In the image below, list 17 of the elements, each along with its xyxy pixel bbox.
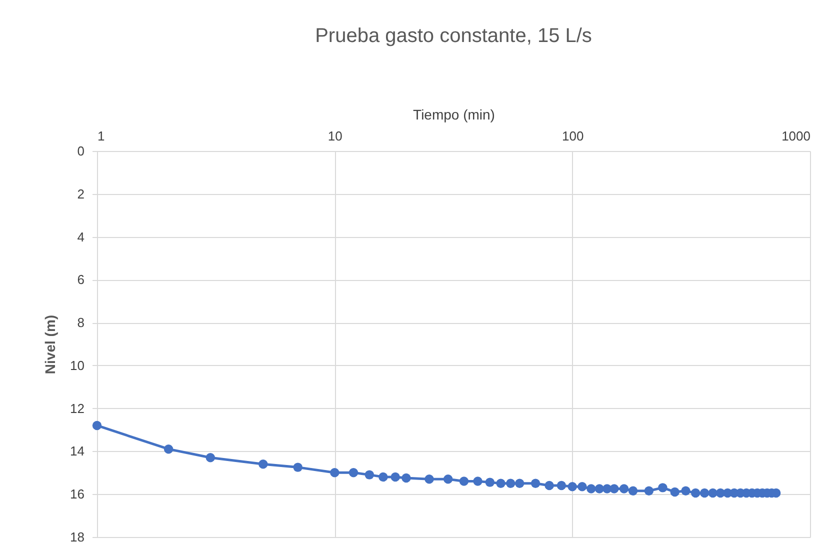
chart-title: Prueba gasto constante, 15 L/s bbox=[315, 25, 592, 47]
y-tick-label: 14 bbox=[70, 444, 84, 459]
x-tick-label: 100 bbox=[562, 128, 584, 144]
y-tick-label: 12 bbox=[70, 400, 84, 416]
y-tick-label: 8 bbox=[77, 315, 84, 330]
y-tick-label: 4 bbox=[77, 229, 84, 244]
y-tick-label: 18 bbox=[70, 530, 84, 544]
y-tick-label: 0 bbox=[77, 144, 84, 158]
y-tick-label: 16 bbox=[70, 486, 84, 502]
y-tick-label: 2 bbox=[77, 186, 84, 202]
y-tick-label: 10 bbox=[70, 358, 84, 373]
x-tick-label: 1 bbox=[98, 128, 105, 144]
x-axis-title: Tiempo (min) bbox=[413, 106, 495, 122]
x-tick-label: 10 bbox=[328, 128, 342, 144]
x-tick-label: 1000 bbox=[782, 128, 810, 144]
y-axis-title: Nivel (m) bbox=[42, 314, 58, 374]
y-tick-label: 6 bbox=[77, 272, 84, 288]
